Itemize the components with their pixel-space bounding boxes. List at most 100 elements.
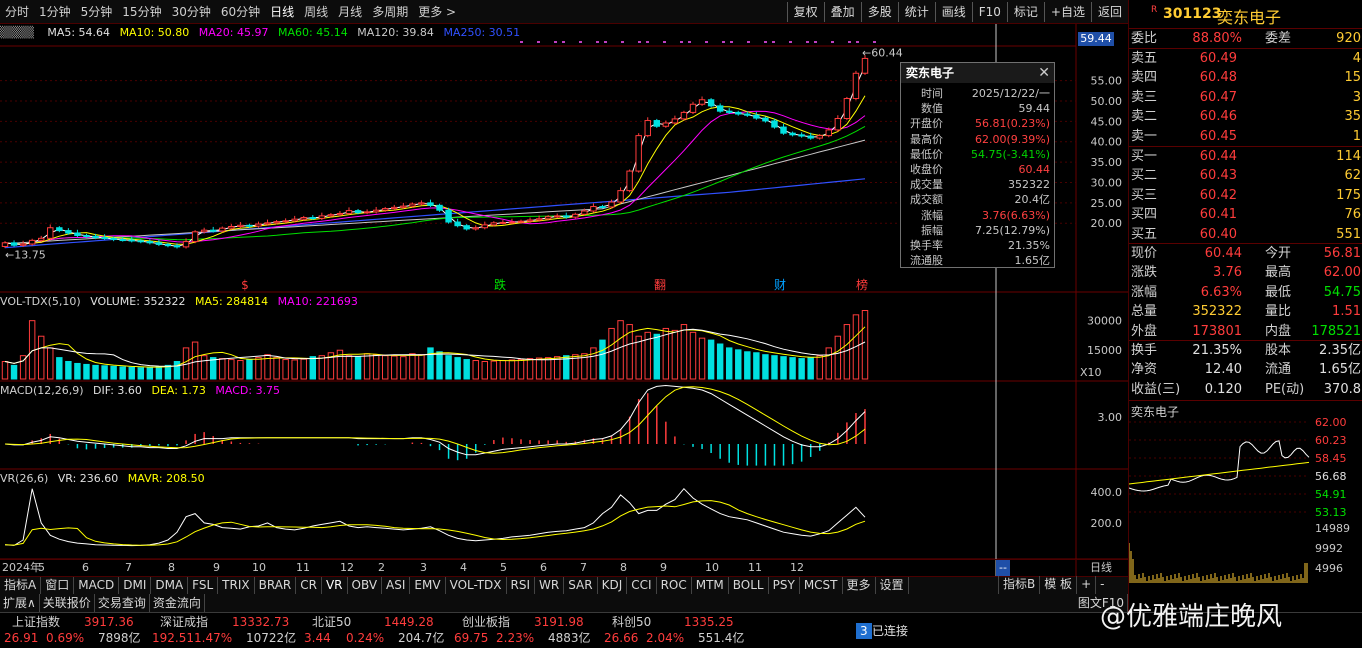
indicator-tab[interactable]: RSI (507, 577, 536, 594)
indicator-tab[interactable]: + (1076, 576, 1095, 594)
book-label: 卖四 (1131, 70, 1158, 86)
candle-body (381, 208, 389, 211)
event-marker: 跌 (494, 277, 506, 292)
period-tab[interactable]: 分时 (5, 5, 30, 19)
index-amount: 204.7亿 (398, 631, 445, 645)
period-tab[interactable]: 5分钟 (80, 5, 113, 19)
sub-tab[interactable]: 交易查询 (95, 594, 150, 612)
indicator-tab[interactable]: TRIX (218, 577, 255, 594)
indicator-tab[interactable]: 指标A (0, 577, 42, 594)
candle-body (65, 230, 72, 234)
book-qty: 4 (1352, 51, 1361, 66)
vr-legend: VR(26,6) VR: 236.60 MAVR: 208.50 (0, 472, 205, 486)
period-tab[interactable]: 15分钟 (122, 5, 162, 19)
index-value: 1335.25 (684, 615, 734, 629)
indicator-tab[interactable]: 模 板 (1039, 576, 1076, 594)
tool-button[interactable]: +自选 (1043, 2, 1091, 22)
price-tick: 25.00 (1091, 197, 1123, 210)
candle-body (481, 224, 489, 229)
tool-button[interactable]: F10 (971, 2, 1007, 22)
indicator-tab[interactable]: DMI (119, 577, 152, 594)
intraday-vol-tick: 14989 (1315, 522, 1350, 535)
indicator-tab[interactable]: 设置 (876, 577, 909, 594)
period-tab[interactable]: 日线 (270, 5, 295, 19)
date-tick: 7 (125, 561, 132, 574)
indicator-tab[interactable]: VR (322, 577, 348, 594)
indicator-tab[interactable]: 指标B (998, 576, 1039, 594)
tooltip-row: 时间 2025/12/22/一 (901, 86, 1054, 101)
quote-label: PE(动) (1265, 381, 1305, 397)
tool-button[interactable]: 叠加 (823, 2, 861, 22)
signal-dot (789, 41, 792, 43)
indicator-tab[interactable]: VOL-TDX (446, 577, 507, 594)
period-tab[interactable]: 1分钟 (39, 5, 71, 19)
indicator-tab[interactable]: PSY (769, 577, 800, 594)
book-row: 卖五 60.49 4 (1129, 49, 1362, 68)
sub-tab[interactable]: 资金流向 (150, 594, 205, 612)
intraday-chart[interactable]: 62.00 60.23 58.45 56.68 54.91 53.13 14989 9992 4… (1129, 418, 1362, 586)
quote-panel: R 301123 奕东电子 委比 88.80% 委差 920 卖五 60.49 4 卖… (1128, 0, 1362, 612)
index-value: 3917.36 (84, 615, 134, 629)
tool-button[interactable]: 统计 (897, 2, 935, 22)
tool-button[interactable]: 标记 (1006, 2, 1044, 22)
indicator-tab[interactable]: - (1095, 576, 1108, 594)
candle-body (807, 135, 814, 139)
volume-bar (762, 354, 769, 380)
tooltip-key: 收盘价 (910, 162, 943, 176)
candle-body (581, 210, 588, 215)
date-tick: 10 (252, 561, 266, 574)
date-tick: 5 (38, 561, 45, 574)
indicator-tab[interactable]: ROC (657, 577, 692, 594)
indicator-tab[interactable]: BOLL (729, 577, 769, 594)
period-tab[interactable]: 月线 (338, 5, 363, 19)
tool-button[interactable]: 复权 (786, 2, 824, 22)
tool-button[interactable]: 返回 (1090, 2, 1128, 22)
indicator-tab[interactable]: MTM (692, 577, 729, 594)
tooltip-row: 换手率 21.35% (901, 238, 1054, 253)
indicator-tab[interactable]: CCI (627, 577, 657, 594)
indicator-tab[interactable]: 窗口 (41, 577, 75, 594)
indicator-tab[interactable]: EMV (410, 577, 446, 594)
indicator-tab[interactable]: MCST (800, 577, 843, 594)
volume-bar (689, 331, 697, 380)
period-tab[interactable]: 更多 > (418, 5, 457, 19)
candle-body (499, 221, 507, 224)
tooltip-row: 收盘价 60.44 (901, 162, 1054, 177)
book-qty: 551 (1336, 226, 1361, 242)
f10-tab[interactable]: 图文F10 (1075, 594, 1128, 612)
indicator-tab[interactable]: 更多 (843, 577, 876, 594)
period-tab[interactable]: 30分钟 (171, 5, 211, 19)
indicator-tab[interactable]: BRAR (255, 577, 297, 594)
signal-dot (537, 41, 540, 43)
index-pct: 2.23% (496, 631, 535, 645)
candle-body (626, 170, 633, 192)
indicator-tab[interactable]: KDJ (598, 577, 628, 594)
close-icon[interactable]: ✕ (1038, 65, 1050, 81)
tooltip-row: 成交额 20.4亿 (901, 192, 1054, 207)
indicator-tab[interactable]: OBV (348, 577, 383, 594)
tooltip-key: 换手率 (910, 238, 943, 252)
indicator-tab[interactable]: ASI (382, 577, 411, 594)
quote-value: 352322 (1192, 304, 1242, 320)
indicator-tab[interactable]: WR (535, 577, 565, 594)
intraday-price-tick: 54.91 (1315, 488, 1347, 501)
sub-tab[interactable]: 扩展∧ (0, 594, 40, 612)
period-tab[interactable]: 60分钟 (220, 5, 261, 19)
indicator-tab[interactable]: SAR (564, 577, 598, 594)
tool-button[interactable]: 画线 (934, 2, 972, 22)
index-change: 26.91 (4, 631, 39, 645)
candle-body (635, 135, 642, 172)
period-tab[interactable]: 周线 (304, 5, 329, 19)
period-tab[interactable]: 多周期 (372, 5, 409, 19)
indicator-tab[interactable]: DMA (151, 577, 189, 594)
indicator-tab[interactable]: FSL (188, 577, 219, 594)
indicator-tab[interactable]: CR (296, 577, 322, 594)
price-tick: 35.00 (1091, 156, 1123, 169)
macd-dea: DEA: 1.73 (151, 384, 206, 397)
quote-value: 1.65亿 (1319, 362, 1361, 378)
book-label: 买一 (1131, 149, 1158, 164)
macd-value: MACD: 3.75 (215, 384, 281, 397)
tool-button[interactable]: 多股 (860, 2, 898, 22)
sub-tab[interactable]: 关联报价 (40, 594, 95, 612)
indicator-tab[interactable]: MACD (74, 577, 120, 594)
